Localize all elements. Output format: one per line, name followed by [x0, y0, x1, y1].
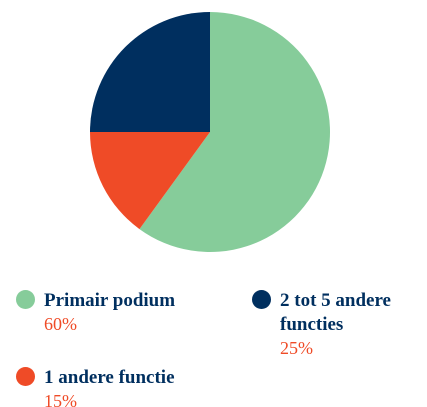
value-label: 60%: [44, 314, 77, 334]
pie-slice: [90, 12, 210, 132]
value-label: 15%: [44, 391, 77, 407]
legend-swatch: [16, 290, 35, 309]
legend-item: 1 andere functie 15%: [16, 366, 234, 407]
pie-slice: [90, 132, 210, 230]
chart: [90, 12, 330, 252]
legend-swatch: [16, 367, 35, 386]
legend-text: Primair podium 60%: [44, 289, 234, 335]
legend-label: 1 andere functie: [44, 367, 175, 388]
legend-item: 2 tot 5 andere functies 25%: [252, 289, 427, 359]
legend-text: 1 andere functie 15%: [44, 366, 234, 407]
legend-label: 2 tot 5 andere functies: [280, 290, 391, 335]
value-label: 25%: [280, 338, 313, 358]
pie-slice: [139, 12, 330, 252]
legend-text: 2 tot 5 andere functies 25%: [280, 289, 427, 359]
legend-label: Primair podium: [44, 290, 176, 311]
legend-swatch: [252, 290, 271, 309]
legend-item: Primair podium 60%: [16, 289, 234, 335]
